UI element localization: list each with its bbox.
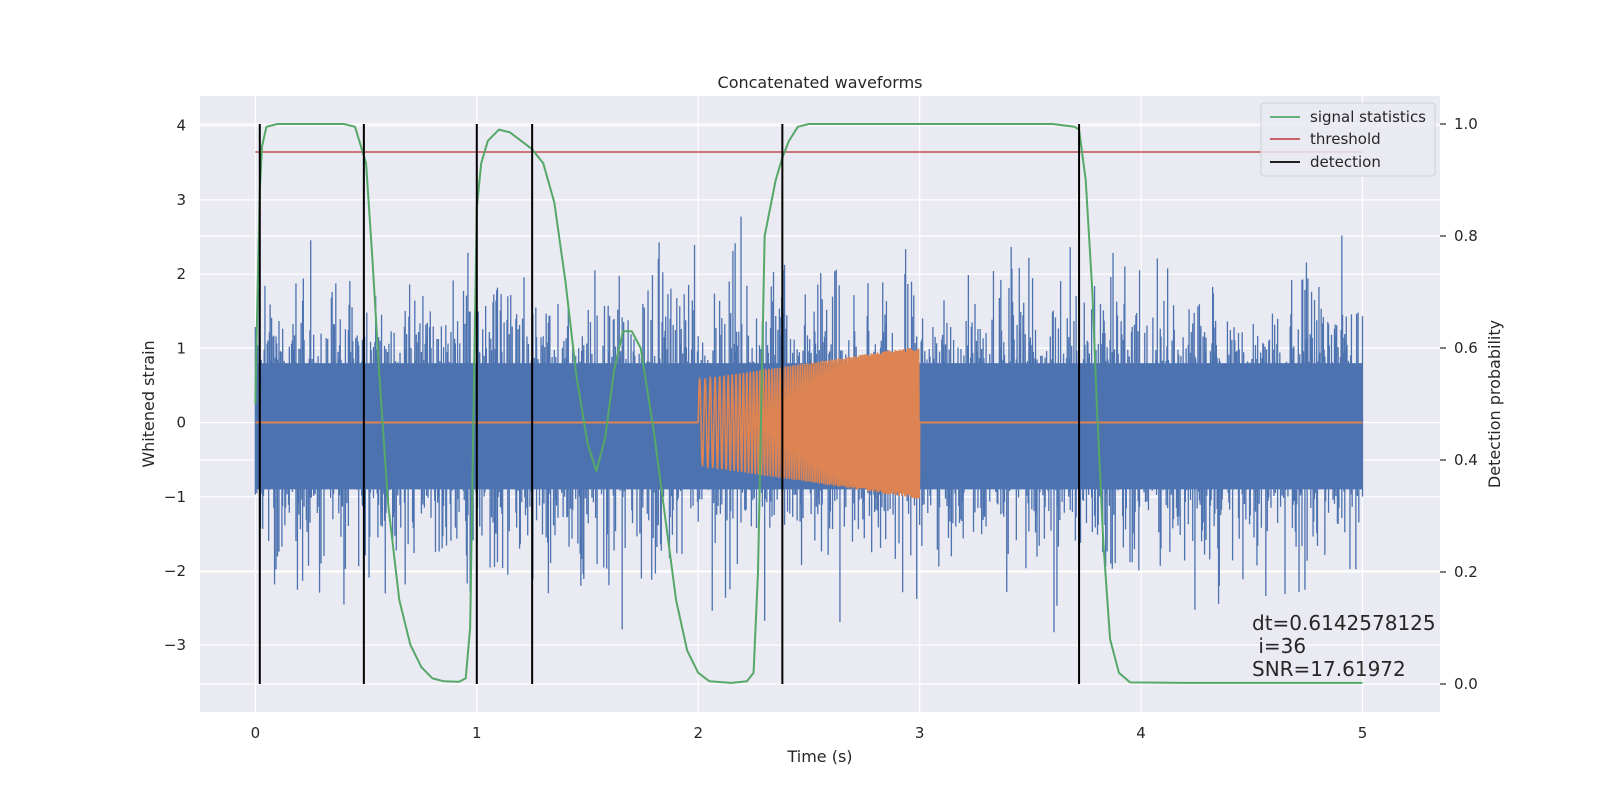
chart-title: Concatenated waveforms bbox=[718, 73, 923, 92]
legend-label-threshold: threshold bbox=[1310, 130, 1381, 148]
x-tick-label: 5 bbox=[1358, 724, 1368, 742]
y2-tick-label: 0.4 bbox=[1454, 451, 1478, 469]
series-layer bbox=[254, 123, 1364, 684]
annotation-dt: dt=0.6142578125 bbox=[1252, 611, 1436, 635]
y-tick-label: −2 bbox=[164, 562, 186, 580]
x-tick-label: 0 bbox=[251, 724, 261, 742]
x-axis-label: Time (s) bbox=[786, 747, 852, 766]
legend: signal statistics threshold detection bbox=[1260, 102, 1436, 177]
legend-box bbox=[1260, 102, 1436, 177]
signal-statistics-line bbox=[254, 123, 1363, 684]
annotation-snr: SNR=17.61972 bbox=[1252, 657, 1406, 681]
legend-label-detection: detection bbox=[1310, 153, 1381, 171]
x-tick-label: 1 bbox=[472, 724, 482, 742]
y2-tick-label: 0.8 bbox=[1454, 227, 1478, 245]
x-tick-label: 4 bbox=[1136, 724, 1146, 742]
x-tick-label: 3 bbox=[915, 724, 925, 742]
injection-chirp bbox=[697, 347, 921, 499]
y-tick-label: 3 bbox=[176, 191, 186, 209]
y-tick-label: 1 bbox=[176, 339, 186, 357]
y-axis-label: Whitened strain bbox=[139, 340, 158, 467]
legend-label-signal-statistics: signal statistics bbox=[1310, 108, 1426, 126]
y-tick-label: 0 bbox=[176, 414, 186, 432]
y2-tick-label: 0.6 bbox=[1454, 339, 1478, 357]
y2-tick-label: 1.0 bbox=[1454, 115, 1478, 133]
y2-tick-label: 0.2 bbox=[1454, 563, 1478, 581]
y2-axis-label: Detection probability bbox=[1485, 320, 1504, 488]
y-tick-label: 4 bbox=[176, 117, 186, 135]
annotation-index: i=36 bbox=[1252, 634, 1306, 658]
x-tick-label: 2 bbox=[693, 724, 703, 742]
y2-tick-label: 0.0 bbox=[1454, 675, 1478, 693]
y-tick-label: 2 bbox=[176, 265, 186, 283]
y-tick-label: −3 bbox=[164, 636, 186, 654]
tick-layer: 0 1 2 3 4 5 −3 −2 −1 0 1 2 3 4 0.0 0.2 0.4 0.6 0.8 1.0 bbox=[164, 115, 1478, 742]
y-tick-label: −1 bbox=[164, 488, 186, 506]
